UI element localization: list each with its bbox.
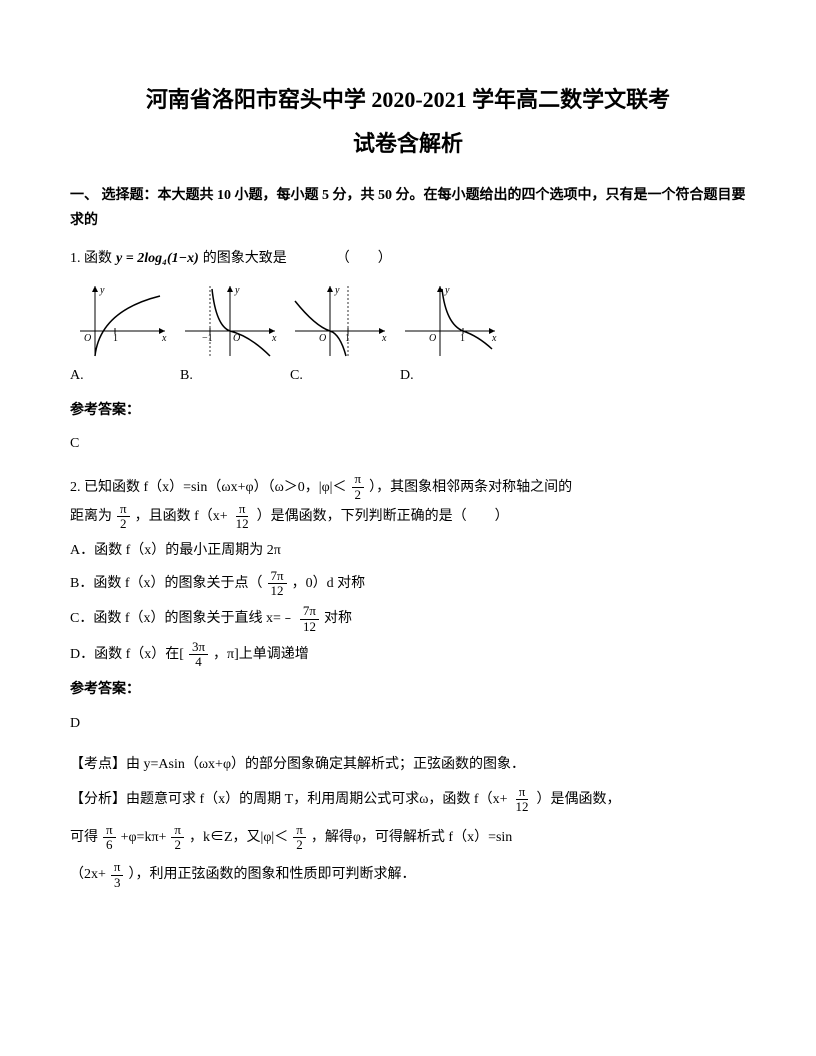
svg-text:1: 1 (113, 333, 118, 344)
svg-text:y: y (334, 285, 340, 296)
svg-text:1: 1 (345, 333, 350, 344)
q2-option-b: B．函数 f（x）的图象关于点（ 7π12 ，0）d 对称 (70, 569, 746, 599)
q2-analysis4: （2x+ π3 ），利用正弦函数的图象和性质即可判断求解． (70, 860, 746, 890)
q2-answer-label: 参考答案： (70, 677, 746, 702)
frac-pi2-3: π2 (171, 823, 184, 853)
q2-analysis1: 【考点】由 y=Asin（ωx+φ）的部分图象确定其解析式；正弦函数的图象． (70, 752, 746, 777)
graph-d-svg: O 1 x y (400, 281, 500, 361)
svg-text:y: y (444, 285, 450, 296)
section-header: 一、 选择题：本大题共 10 小题，每小题 5 分，共 50 分。在每小题给出的… (70, 183, 746, 233)
graph-b-label: B. (180, 363, 193, 388)
frac-pi12-2: π12 (513, 785, 532, 815)
q2-line1a: 2. 已知函数 f（x）=sin（ωx+φ）（ω＞0，|φ|＜ (70, 475, 347, 500)
q2-optd-a: D．函数 f（x）在[ (70, 642, 184, 667)
q2-line2c: ）是偶函数，下列判断正确的是（ ） (257, 504, 509, 529)
frac-pi2-1: π2 (352, 472, 365, 502)
q2-ana3b: +φ=kπ+ (121, 825, 167, 850)
q2-option-d: D．函数 f（x）在[ 3π4 ，π]上单调递增 (70, 640, 746, 670)
q2-answer: D (70, 711, 746, 736)
graph-a-svg: O 1 x y (70, 281, 170, 361)
svg-text:O: O (84, 333, 91, 344)
graph-c-svg: O 1 x y (290, 281, 390, 361)
graph-d-label: D. (400, 363, 414, 388)
frac-pi12-1: π12 (233, 502, 252, 532)
q2-line1b: ），其图象相邻两条对称轴之间的 (369, 475, 572, 500)
frac-pi2-4: π2 (293, 823, 306, 853)
frac-3pi4: 3π4 (189, 640, 208, 670)
title-line1: 河南省洛阳市窑头中学 2020-2021 学年高二数学文联考 (70, 80, 746, 120)
svg-text:O: O (319, 333, 326, 344)
graph-c: O 1 x y C. (290, 281, 390, 388)
svg-text:y: y (234, 285, 240, 296)
q2-optb-b: ，0）d 对称 (292, 571, 366, 596)
graph-b: O −1 x y B. (180, 281, 280, 388)
graph-a-label: A. (70, 363, 84, 388)
q1-answer-label: 参考答案： (70, 398, 746, 423)
graph-row: O 1 x y A. O −1 x y (70, 281, 746, 388)
q1-answer: C (70, 431, 746, 456)
q2-ana2a: 【分析】由题意可求 f（x）的周期 T，利用周期公式可求ω，函数 f（x+ (70, 787, 508, 812)
q2-optb-a: B．函数 f（x）的图象关于点（ (70, 571, 263, 596)
svg-text:x: x (491, 333, 497, 344)
q2-optc-b: 对称 (324, 606, 352, 631)
graph-c-label: C. (290, 363, 303, 388)
frac-7pi12-1: 7π12 (268, 569, 287, 599)
svg-text:y: y (99, 285, 105, 296)
q2-ana3a: 可得 (70, 825, 98, 850)
frac-pi3: π3 (111, 860, 124, 890)
svg-text:−1: −1 (202, 333, 213, 344)
q2-ana3d: ，解得φ，可得解析式 f（x）=sin (311, 825, 512, 850)
q1-prefix: 1. 函数 (70, 246, 112, 271)
q2-analysis2: 【分析】由题意可求 f（x）的周期 T，利用周期公式可求ω，函数 f（x+ π1… (70, 785, 746, 815)
svg-text:O: O (429, 333, 436, 344)
q2-ana3c: ，k∈Z，又|φ|＜ (189, 825, 288, 850)
q2-ana4a: （2x+ (70, 862, 106, 887)
q2-optc-a: C．函数 f（x）的图象关于直线 x=﹣ (70, 606, 295, 631)
question-1: 1. 函数 y = 2log₄(1−x) 的图象大致是 （ ） O 1 x y … (70, 246, 746, 457)
graph-a: O 1 x y A. (70, 281, 170, 388)
frac-pi2-2: π2 (117, 502, 130, 532)
q2-ana2b: ）是偶函数， (537, 787, 621, 812)
question-2: 2. 已知函数 f（x）=sin（ωx+φ）（ω＞0，|φ|＜ π2 ），其图象… (70, 472, 746, 890)
graph-b-svg: O −1 x y (180, 281, 280, 361)
svg-text:x: x (161, 333, 167, 344)
q1-suffix: 的图象大致是 （ ） (203, 246, 392, 271)
q2-line2a: 距离为 (70, 504, 112, 529)
title-line2: 试卷含解析 (70, 124, 746, 164)
frac-pi6: π6 (103, 823, 116, 853)
q1-formula: y = 2log₄(1−x) (114, 246, 201, 271)
frac-7pi12-2: 7π12 (300, 604, 319, 634)
q2-analysis3: 可得 π6 +φ=kπ+ π2 ，k∈Z，又|φ|＜ π2 ，解得φ，可得解析式… (70, 823, 746, 853)
graph-d: O 1 x y D. (400, 281, 500, 388)
q2-line2b: ，且函数 f（x+ (135, 504, 228, 529)
q2-option-c: C．函数 f（x）的图象关于直线 x=﹣ 7π12 对称 (70, 604, 746, 634)
q2-ana4b: ），利用正弦函数的图象和性质即可判断求解． (128, 862, 415, 887)
svg-text:1: 1 (460, 333, 465, 344)
q2-option-a: A．函数 f（x）的最小正周期为 2π (70, 538, 746, 563)
q2-optd-b: ，π]上单调递增 (213, 642, 309, 667)
svg-text:x: x (271, 333, 277, 344)
svg-text:x: x (381, 333, 387, 344)
